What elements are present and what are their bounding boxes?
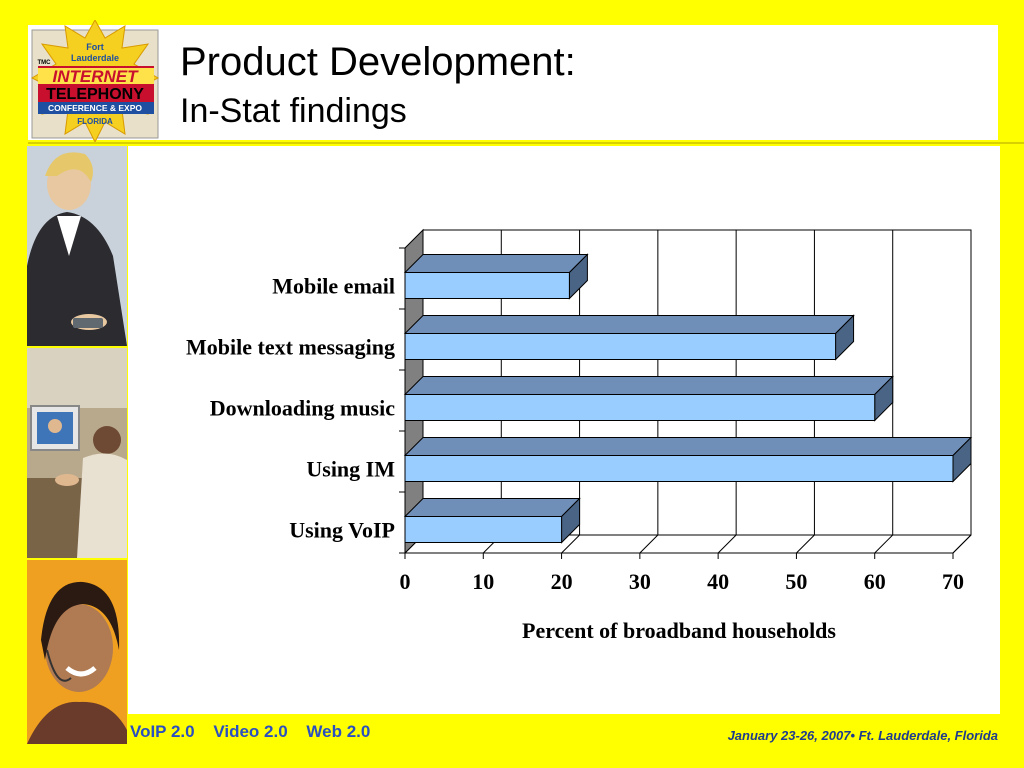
category-label: Downloading music — [210, 396, 395, 421]
gridline-floor — [874, 534, 894, 554]
logo-text-lauderdale: Lauderdale — [71, 53, 119, 63]
category-label: Mobile text messaging — [186, 335, 395, 360]
page-subtitle: In-Stat findings — [180, 92, 407, 130]
bar-front-face — [404, 272, 570, 299]
x-tick-label: 30 — [629, 569, 651, 594]
gridline-floor — [639, 534, 659, 554]
bar-front-face — [404, 333, 837, 360]
x-tick-label: 60 — [864, 569, 886, 594]
bar-front-face — [404, 394, 876, 421]
x-tick-label: 0 — [400, 569, 411, 594]
logo-text-conference: CONFERENCE & EXPO — [48, 103, 142, 113]
gridline-floor — [717, 534, 737, 554]
photo-headset-agent — [27, 560, 127, 744]
bar-mobile-text-messaging — [403, 314, 855, 361]
conference-logo: Fort Lauderdale INTERNET TELEPHONY CONFE… — [30, 20, 160, 142]
logo-text-florida: FLORIDA — [77, 117, 113, 126]
gridline-floor — [561, 534, 580, 554]
header-divider — [28, 142, 1024, 144]
chart-bars — [403, 253, 973, 544]
logo-text-internet: INTERNET — [53, 67, 140, 86]
footer-tag-web: Web 2.0 — [306, 722, 371, 741]
bar-downloading-music — [403, 375, 894, 422]
x-tick-label: 40 — [707, 569, 729, 594]
logo-text-telephony: TELEPHONY — [46, 86, 144, 103]
gridline-floor — [796, 534, 815, 554]
page-title: Product Development: — [180, 40, 576, 84]
x-tick-label: 70 — [942, 569, 964, 594]
x-tick-label: 50 — [785, 569, 807, 594]
category-label: Using VoIP — [289, 518, 395, 543]
category-label: Using IM — [306, 457, 395, 482]
bar-top-face — [403, 437, 973, 456]
bar-front-face — [404, 516, 563, 543]
header-panel — [28, 25, 998, 140]
footer-event-info: January 23-26, 2007• Ft. Lauderdale, Flo… — [727, 728, 998, 743]
footer-tag-voip: VoIP 2.0 — [130, 722, 195, 741]
chart-category-labels: Mobile email Mobile text messaging Downloa… — [186, 274, 395, 543]
x-axis-title: Percent of broadband households — [522, 618, 836, 643]
bar-front-face — [404, 455, 954, 482]
bar-top-face — [403, 315, 855, 334]
x-tick-label: 10 — [472, 569, 494, 594]
bar-using-voip — [403, 497, 581, 544]
bar-top-face — [403, 376, 894, 395]
footer-tag-video: Video 2.0 — [213, 722, 288, 741]
photo-businesswoman — [27, 146, 127, 346]
bar-top-face — [403, 498, 581, 517]
footer-tags: VoIP 2.0 Video 2.0 Web 2.0 — [130, 722, 384, 742]
photo-man-at-computer — [27, 348, 127, 558]
bar-mobile-email — [403, 253, 589, 300]
chart-x-ticks: 0 10 20 30 40 50 60 70 — [400, 553, 964, 594]
logo-text-tmc: TMC — [38, 60, 52, 66]
x-tick-label: 20 — [551, 569, 573, 594]
category-label: Mobile email — [272, 274, 395, 299]
logo-text-fort: Fort — [86, 42, 104, 52]
bar-top-face — [403, 254, 589, 273]
bar-using-im — [403, 436, 973, 483]
